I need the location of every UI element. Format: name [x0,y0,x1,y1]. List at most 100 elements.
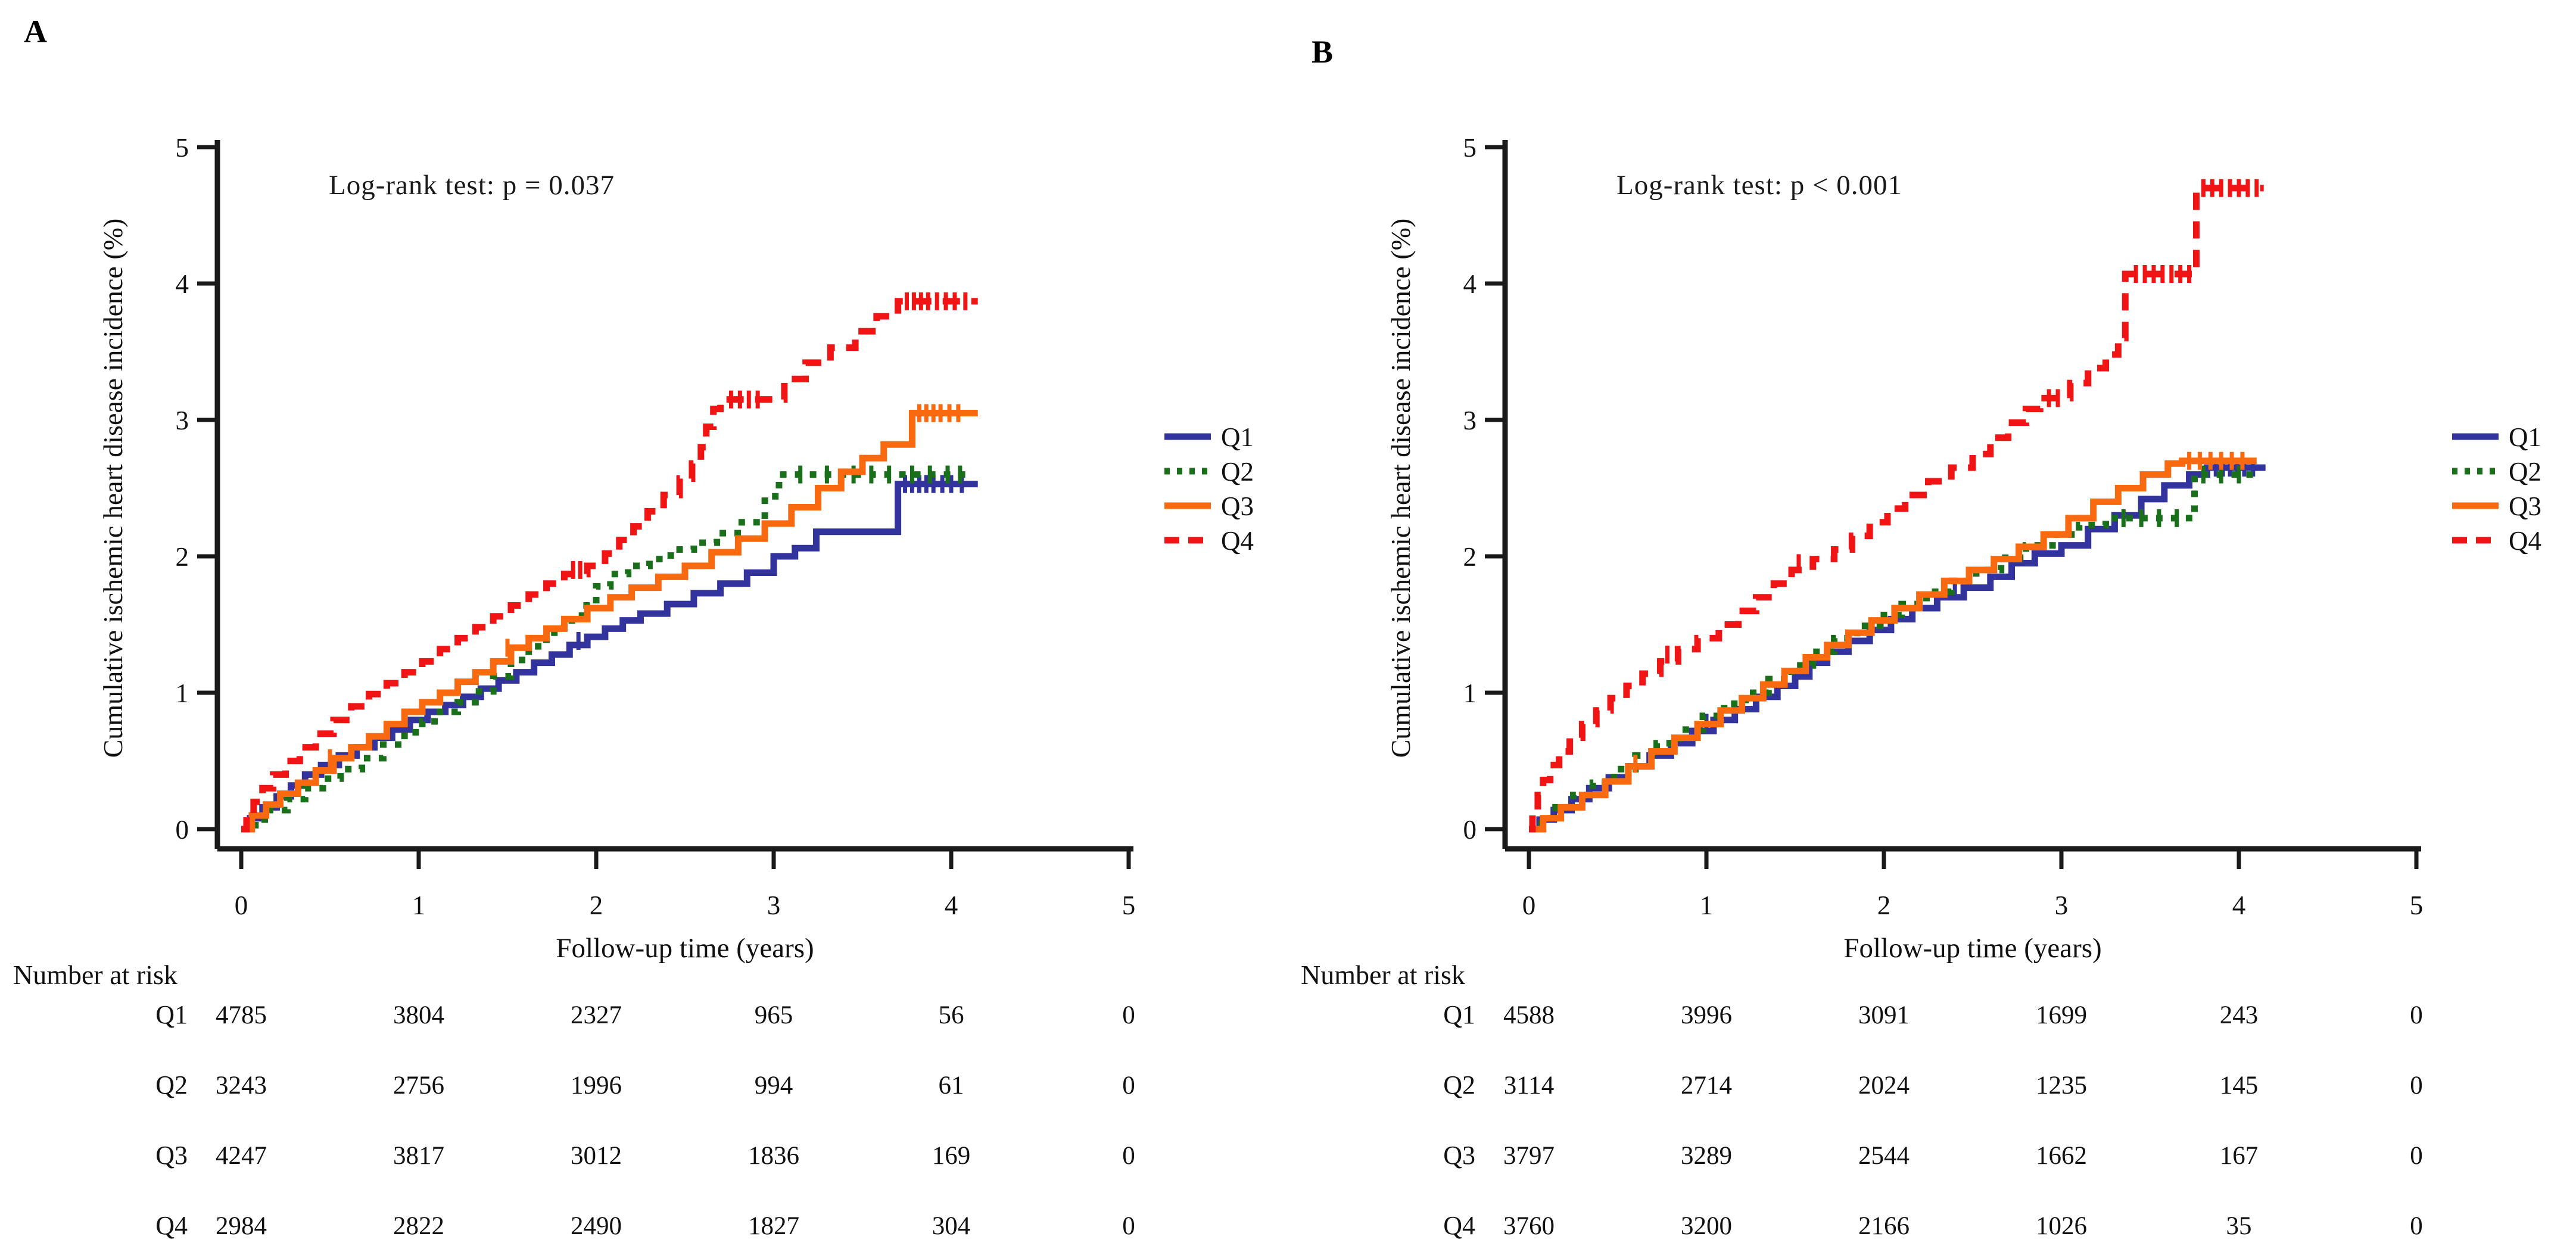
curve-q2 [241,471,969,833]
risk-value: 2822 [393,1212,444,1240]
risk-value: 2544 [1858,1142,1910,1170]
x-tick-label: 5 [2410,890,2424,920]
risk-value: 1827 [748,1212,799,1240]
panel-b-label: B [1312,34,1334,70]
legend-label-q3: Q3 [1221,491,1254,521]
risk-value: 0 [1122,1072,1135,1100]
risk-value: 2490 [571,1212,622,1240]
risk-value: 0 [2410,1001,2423,1029]
risk-row-name: Q1 [155,1000,188,1029]
risk-value: 3289 [1681,1142,1732,1170]
risk-value: 2024 [1858,1072,1910,1100]
curve-q1 [1529,464,2266,833]
y-tick-label: 0 [176,815,189,845]
x-tick-label: 0 [235,890,248,920]
legend-label-q4: Q4 [2509,526,2541,556]
x-tick-label: 0 [1522,890,1536,920]
risk-value: 2756 [393,1072,444,1100]
logrank-annotation-a: Log-rank test: p = 0.037 [329,170,615,201]
risk-value: 0 [1122,1142,1135,1170]
risk-value: 2327 [571,1001,622,1029]
risk-value: 1235 [2036,1072,2087,1100]
x-tick-label: 1 [1700,890,1714,920]
risk-value: 3804 [393,1001,444,1029]
risk-value: 1699 [2036,1001,2087,1029]
x-tick-label: 3 [767,890,781,920]
x-axis-title: Follow-up time (years) [556,933,814,964]
curve-q4 [241,298,978,833]
x-tick-label: 4 [2232,890,2246,920]
x-tick-label: 5 [1122,890,1136,920]
risk-row-name: Q4 [155,1211,188,1240]
risk-table-title: Number at risk [13,960,177,990]
y-tick-label: 4 [176,269,189,299]
risk-value: 304 [932,1212,971,1240]
y-axis-title: Cumulative ischemic heart disease incide… [1385,219,1416,758]
panel-a-label: A [24,14,47,49]
risk-row-name: Q2 [1443,1070,1475,1100]
risk-value: 1026 [2036,1212,2087,1240]
risk-value: 3012 [571,1142,622,1170]
risk-value: 167 [2220,1142,2259,1170]
x-tick-label: 1 [412,890,426,920]
risk-value: 3200 [1681,1212,1732,1240]
risk-value: 3114 [1504,1072,1554,1100]
risk-value: 35 [2226,1212,2252,1240]
risk-value: 243 [2220,1001,2259,1029]
y-tick-label: 3 [1463,406,1477,435]
risk-value: 3817 [393,1142,444,1170]
survival-chart-a: 0 1 2 3 4 5 0 1 2 3 4 5 Follow-up time (years) Cumula… [13,133,1254,1240]
risk-row-name: Q3 [1443,1141,1475,1170]
risk-value: 61 [939,1072,964,1100]
legend-label-q2: Q2 [1221,457,1254,487]
risk-value: 4588 [1503,1001,1555,1029]
x-tick-label: 2 [1877,890,1891,920]
risk-value: 4785 [216,1001,267,1029]
y-tick-label: 2 [1463,542,1477,572]
curve-q1 [241,481,978,833]
y-tick-label: 3 [176,406,189,435]
logrank-annotation-b: Log-rank test: p < 0.001 [1616,170,1902,201]
risk-value: 0 [2410,1142,2423,1170]
risk-value: 4247 [216,1142,267,1170]
risk-value: 1836 [748,1142,799,1170]
legend-label-q2: Q2 [2509,457,2541,487]
risk-value: 3091 [1858,1001,1910,1029]
y-tick-label: 2 [176,542,189,572]
x-tick-label: 2 [590,890,603,920]
y-tick-label: 1 [1463,678,1477,708]
risk-value: 2984 [216,1212,267,1240]
risk-value: 1662 [2036,1142,2087,1170]
risk-value: 2166 [1858,1212,1910,1240]
y-tick-label: 5 [176,133,189,163]
panel-b: B Log-rank test: p < 0.001 0 1 2 3 4 5 0 1 2 3 4 5 F… [1288,0,2576,1258]
risk-value: 56 [939,1001,964,1029]
legend-label-q3: Q3 [2509,491,2541,521]
risk-table-title: Number at risk [1301,960,1465,990]
risk-value: 0 [1122,1212,1135,1240]
risk-value: 3797 [1503,1142,1555,1170]
risk-value: 169 [932,1142,971,1170]
x-tick-label: 3 [2055,890,2069,920]
y-tick-label: 4 [1463,269,1477,299]
survival-chart-b: 0 1 2 3 4 5 0 1 2 3 4 5 Follow-up time (years) Cumula… [1301,133,2541,1240]
risk-value: 994 [755,1072,793,1100]
y-axis-title: Cumulative ischemic heart disease incide… [98,219,128,758]
risk-value: 965 [755,1001,793,1029]
curve-q3 [1529,457,2257,833]
curve-q4 [1529,185,2264,833]
y-tick-label: 1 [176,678,189,708]
y-tick-label: 0 [1463,815,1477,845]
legend-label-q1: Q1 [1221,422,1254,452]
risk-value: 145 [2220,1072,2259,1100]
risk-row-name: Q4 [1443,1211,1475,1240]
risk-value: 3243 [216,1072,267,1100]
risk-value: 2714 [1681,1072,1732,1100]
risk-row-name: Q1 [1443,1000,1475,1029]
risk-row-name: Q2 [155,1070,188,1100]
risk-value: 0 [2410,1072,2423,1100]
risk-value: 1996 [571,1072,622,1100]
curve-q2 [1529,471,2257,833]
curve-q3 [241,410,978,833]
